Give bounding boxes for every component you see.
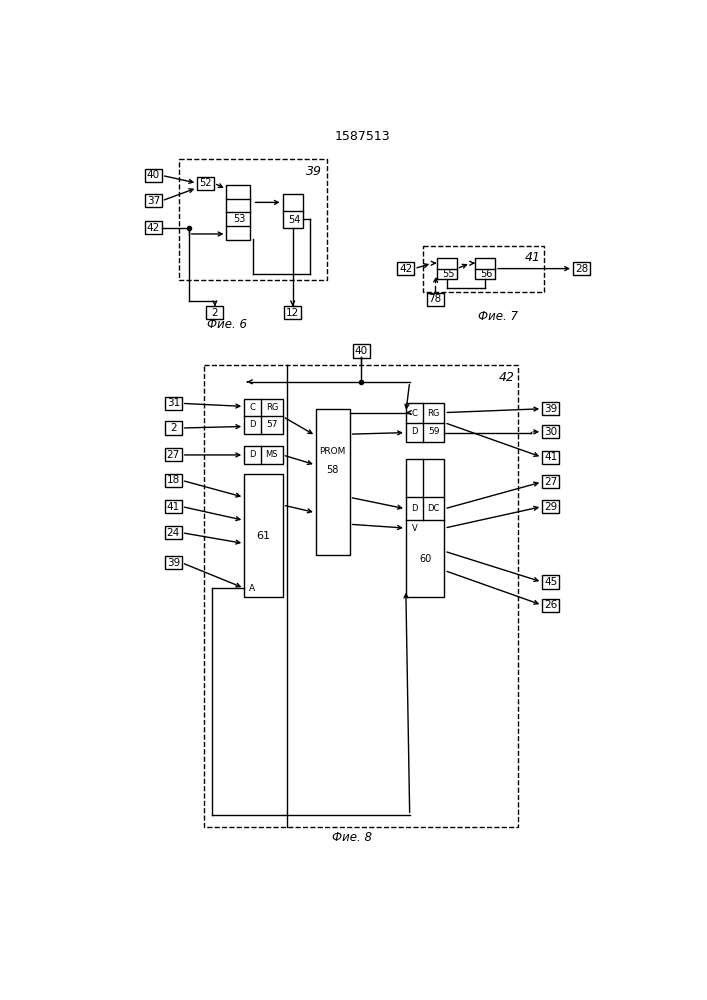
Text: 39: 39 <box>544 404 557 414</box>
Text: 27: 27 <box>544 477 557 487</box>
Bar <box>542 599 559 612</box>
Bar <box>165 421 182 435</box>
Bar <box>423 246 544 292</box>
Text: DC: DC <box>427 504 440 513</box>
Bar <box>284 306 301 319</box>
Bar <box>426 293 443 306</box>
Text: 54: 54 <box>288 215 300 225</box>
Text: RG: RG <box>266 403 278 412</box>
Text: D: D <box>250 450 256 459</box>
Bar <box>165 397 182 410</box>
Text: Фие. 6: Фие. 6 <box>207 318 247 331</box>
Text: D: D <box>411 504 418 513</box>
Text: 39: 39 <box>306 165 322 178</box>
Text: 28: 28 <box>575 264 588 274</box>
Bar <box>542 402 559 415</box>
Bar <box>145 194 162 207</box>
Text: A: A <box>249 584 255 593</box>
Bar <box>226 185 250 240</box>
Bar <box>165 474 182 487</box>
Text: 53: 53 <box>233 214 246 224</box>
Bar <box>165 556 182 569</box>
Bar <box>244 399 283 434</box>
Text: 29: 29 <box>544 502 557 512</box>
Bar <box>145 221 162 234</box>
Text: 60: 60 <box>419 554 431 564</box>
Bar <box>244 474 283 597</box>
Text: 42: 42 <box>146 223 160 233</box>
Bar <box>475 258 495 279</box>
Text: 2: 2 <box>170 423 177 433</box>
Text: 24: 24 <box>167 528 180 538</box>
Text: 45: 45 <box>544 577 557 587</box>
Text: 41: 41 <box>544 452 557 462</box>
Text: 27: 27 <box>167 450 180 460</box>
Text: D: D <box>411 427 418 436</box>
Text: 18: 18 <box>167 475 180 485</box>
Text: Фие. 7: Фие. 7 <box>478 310 518 323</box>
Text: 40: 40 <box>147 170 160 180</box>
Text: PROM: PROM <box>320 447 346 456</box>
Text: 61: 61 <box>257 531 270 541</box>
Text: RG: RG <box>427 409 440 418</box>
Text: 42: 42 <box>399 264 412 274</box>
Bar <box>406 403 444 442</box>
Text: Фие. 8: Фие. 8 <box>332 831 372 844</box>
Text: 37: 37 <box>146 196 160 206</box>
Bar <box>316 409 350 555</box>
Text: C: C <box>250 403 255 412</box>
Bar <box>244 446 283 464</box>
Text: C: C <box>411 409 417 418</box>
Text: 59: 59 <box>428 427 439 436</box>
Text: 42: 42 <box>498 371 515 384</box>
Text: 39: 39 <box>167 558 180 568</box>
Bar <box>542 451 559 464</box>
Text: 56: 56 <box>481 269 493 279</box>
Bar <box>542 500 559 513</box>
Text: 1587513: 1587513 <box>335 130 390 143</box>
Text: 12: 12 <box>286 308 299 318</box>
Text: 26: 26 <box>544 600 557 610</box>
Text: 41: 41 <box>167 502 180 512</box>
Text: 2: 2 <box>211 308 218 318</box>
Bar <box>145 169 162 182</box>
Bar <box>542 475 559 488</box>
Bar <box>165 500 182 513</box>
Text: D: D <box>250 420 256 429</box>
Text: 58: 58 <box>327 465 339 475</box>
Text: 52: 52 <box>199 178 212 188</box>
Text: 55: 55 <box>442 269 455 279</box>
Bar <box>542 575 559 589</box>
Text: 30: 30 <box>544 427 557 437</box>
Text: V: V <box>411 524 417 533</box>
Bar <box>165 448 182 461</box>
Bar <box>165 526 182 539</box>
Text: 41: 41 <box>525 251 541 264</box>
Text: 78: 78 <box>428 294 442 304</box>
Text: MS: MS <box>266 450 278 459</box>
Bar <box>397 262 414 275</box>
Bar <box>206 306 223 319</box>
Bar <box>179 158 327 280</box>
Bar <box>437 258 457 279</box>
Bar <box>353 344 370 358</box>
Bar <box>406 459 444 597</box>
Text: 40: 40 <box>355 346 368 356</box>
Bar <box>573 262 590 275</box>
Text: 57: 57 <box>266 420 278 429</box>
Bar <box>204 365 518 827</box>
Bar <box>197 177 214 190</box>
Text: 31: 31 <box>167 398 180 408</box>
Bar <box>283 194 303 228</box>
Bar <box>542 425 559 438</box>
